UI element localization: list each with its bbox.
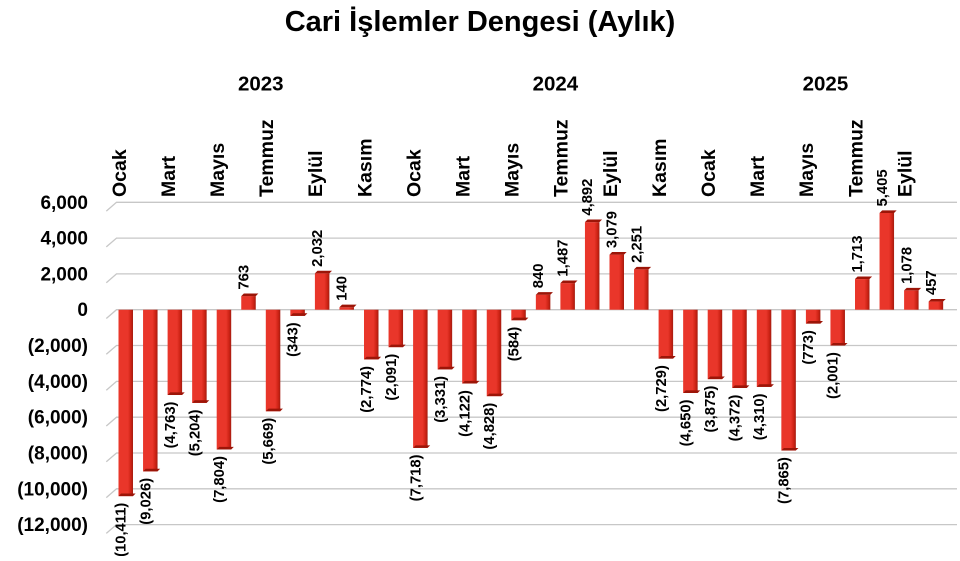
svg-text:3,079: 3,079: [605, 211, 621, 248]
svg-text:763: 763: [237, 265, 253, 290]
svg-text:1,713: 1,713: [850, 236, 866, 273]
svg-text:(8,000): (8,000): [28, 444, 88, 465]
svg-text:(6,000): (6,000): [28, 408, 88, 429]
svg-text:(10,411): (10,411): [114, 503, 130, 556]
svg-text:1,078: 1,078: [899, 247, 915, 284]
svg-text:457: 457: [924, 270, 940, 295]
svg-text:(2,000): (2,000): [28, 336, 88, 357]
svg-text:(7,804): (7,804): [212, 456, 228, 503]
svg-text:(12,000): (12,000): [17, 515, 88, 536]
svg-text:Temmuz: Temmuz: [845, 119, 867, 197]
svg-text:6,000: 6,000: [40, 193, 88, 214]
svg-text:Eylül: Eylül: [894, 150, 916, 197]
svg-text:Temmuz: Temmuz: [256, 119, 278, 197]
svg-text:(2,774): (2,774): [359, 366, 375, 413]
svg-text:(773): (773): [801, 330, 817, 365]
svg-text:(4,000): (4,000): [28, 372, 88, 393]
svg-text:(2,729): (2,729): [654, 365, 670, 412]
svg-text:Mart: Mart: [158, 155, 180, 197]
svg-text:(10,000): (10,000): [17, 479, 88, 500]
svg-text:5,405: 5,405: [875, 169, 891, 206]
svg-text:Mayıs: Mayıs: [207, 143, 229, 197]
svg-text:Mart: Mart: [452, 155, 474, 197]
svg-text:2023: 2023: [238, 73, 284, 96]
svg-text:1,487: 1,487: [556, 240, 572, 277]
svg-text:(9,026): (9,026): [138, 478, 154, 525]
svg-text:140: 140: [335, 276, 351, 301]
svg-text:(5,204): (5,204): [187, 409, 203, 456]
svg-text:2,032: 2,032: [310, 230, 326, 267]
svg-text:4,892: 4,892: [580, 179, 596, 216]
svg-text:Mayıs: Mayıs: [502, 143, 524, 197]
svg-text:(2,001): (2,001): [826, 352, 842, 399]
svg-text:(4,828): (4,828): [482, 403, 498, 450]
svg-text:840: 840: [531, 263, 547, 288]
svg-text:(3,331): (3,331): [433, 376, 449, 423]
svg-text:Kasım: Kasım: [649, 138, 671, 197]
svg-text:2024: 2024: [533, 73, 579, 96]
svg-text:Kasım: Kasım: [354, 138, 376, 197]
svg-text:4,000: 4,000: [40, 229, 88, 250]
svg-text:(4,122): (4,122): [457, 390, 473, 437]
svg-text:(4,310): (4,310): [752, 393, 768, 440]
svg-text:(5,669): (5,669): [261, 418, 277, 465]
svg-text:Mayıs: Mayıs: [796, 143, 818, 197]
svg-text:2,000: 2,000: [40, 264, 88, 285]
svg-text:Ocak: Ocak: [698, 149, 720, 197]
svg-text:(7,865): (7,865): [777, 457, 793, 504]
svg-text:2025: 2025: [803, 73, 849, 96]
svg-text:Eylül: Eylül: [600, 150, 622, 197]
svg-text:Mart: Mart: [747, 155, 769, 197]
svg-text:(3,875): (3,875): [703, 386, 719, 433]
svg-text:Ocak: Ocak: [403, 149, 425, 197]
svg-text:(584): (584): [507, 327, 523, 362]
svg-text:Temmuz: Temmuz: [551, 119, 573, 197]
svg-text:(2,091): (2,091): [384, 354, 400, 401]
svg-text:(4,372): (4,372): [728, 394, 744, 441]
svg-text:(4,650): (4,650): [678, 399, 694, 446]
svg-text:Eylül: Eylül: [305, 150, 327, 197]
svg-text:0: 0: [77, 300, 88, 321]
svg-text:2,251: 2,251: [629, 226, 645, 263]
svg-text:(4,763): (4,763): [163, 401, 179, 448]
svg-text:Ocak: Ocak: [109, 149, 131, 197]
svg-text:(7,718): (7,718): [408, 454, 424, 501]
svg-text:(343): (343): [286, 322, 302, 357]
